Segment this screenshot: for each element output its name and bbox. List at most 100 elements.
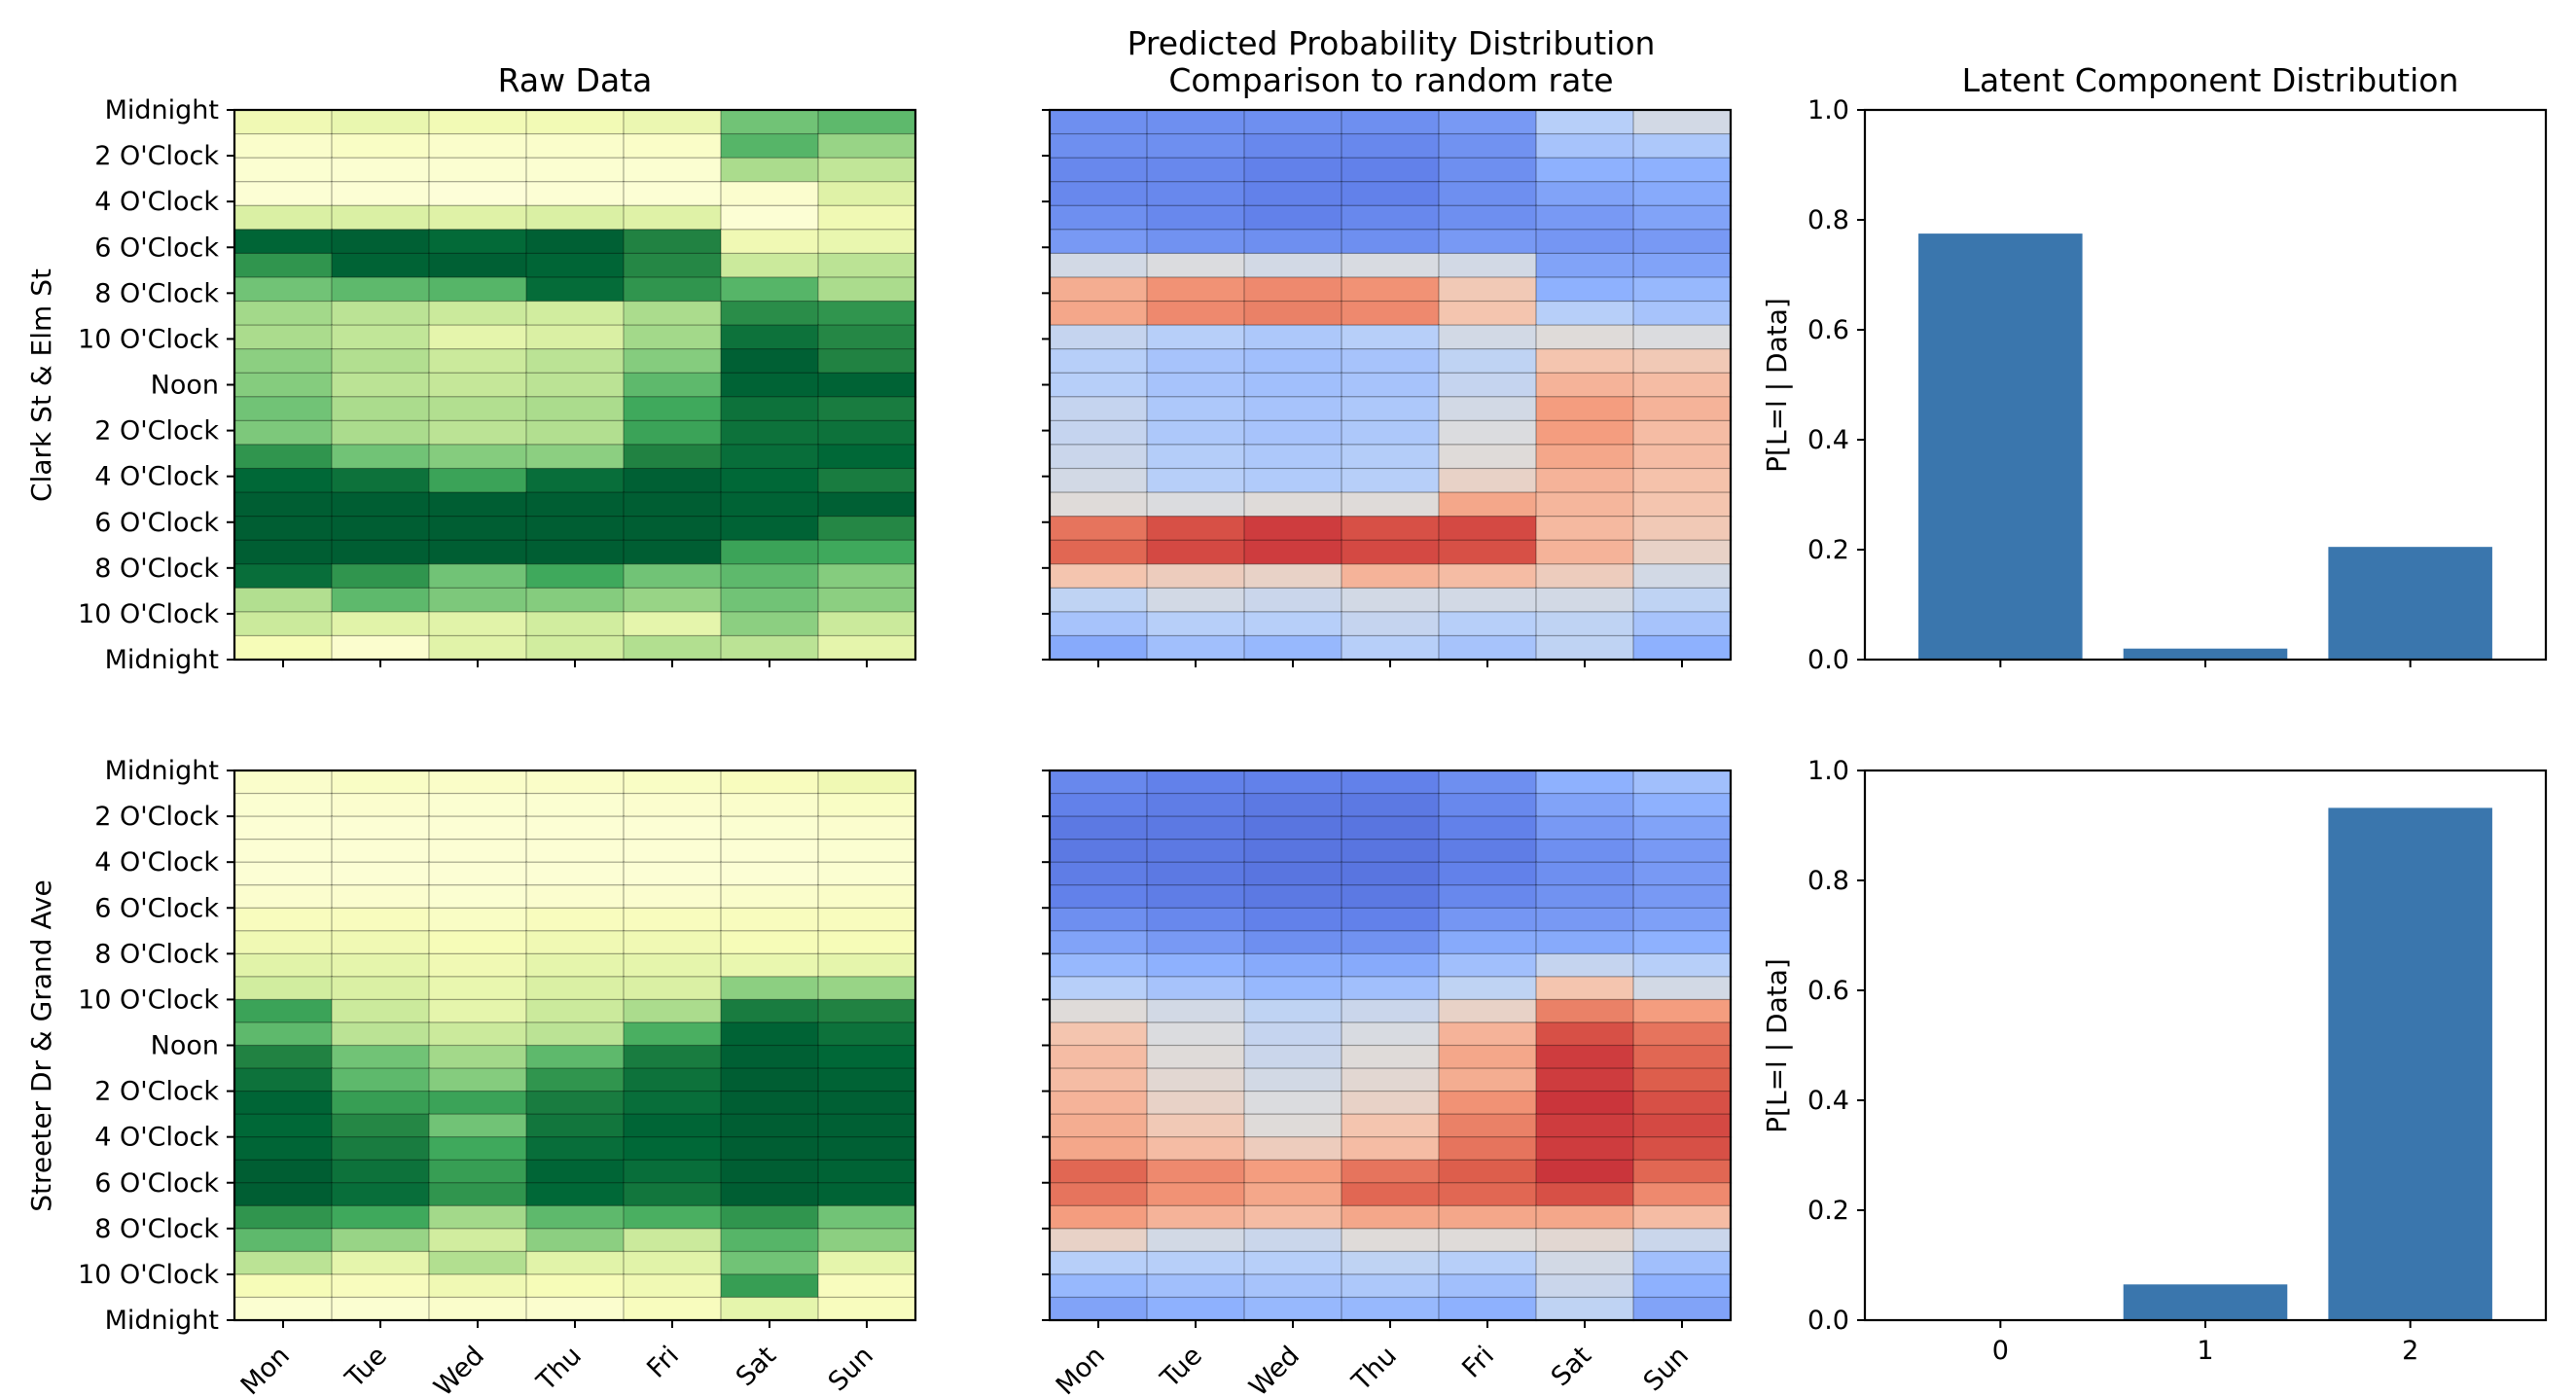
y-tick-label: 6 O'Clock — [94, 508, 219, 538]
heatmap-cell — [428, 998, 528, 1024]
heatmap-cell — [1049, 907, 1149, 932]
heatmap-cell — [1243, 300, 1343, 327]
x-tick-label: Tue — [1155, 1341, 1208, 1394]
heatmap-cell — [1632, 1159, 1733, 1184]
heatmap-cell — [428, 109, 528, 135]
heatmap-cell — [1535, 1273, 1635, 1299]
heatmap-cell — [1632, 109, 1733, 135]
heatmap-cell — [233, 348, 334, 375]
heatmap-cell — [1146, 419, 1246, 447]
heatmap-cell — [1535, 1090, 1635, 1116]
heatmap-cell — [233, 930, 334, 955]
heatmap-cell — [1341, 1067, 1441, 1093]
heatmap-cell — [525, 229, 626, 255]
heatmap-cell — [1438, 1250, 1538, 1276]
heatmap-cell — [525, 1090, 626, 1116]
heatmap-cell — [233, 634, 334, 662]
x-tick-label: Sat — [731, 1341, 782, 1392]
heatmap-cell — [525, 1296, 626, 1322]
heatmap-cell — [1243, 930, 1343, 955]
heatmap-cell — [623, 444, 723, 470]
heatmap-cell — [331, 1228, 431, 1253]
heatmap-cell — [428, 907, 528, 932]
heatmap-cell — [623, 516, 723, 542]
heatmap-cell — [1146, 252, 1246, 279]
heatmap-cell — [525, 252, 626, 279]
heatmap-cell — [525, 444, 626, 470]
heatmap-cell — [428, 229, 528, 255]
heatmap-cell — [623, 976, 723, 1001]
heatmap-cell — [331, 884, 431, 910]
heatmap-cell — [817, 396, 917, 422]
heatmap-cell — [428, 1273, 528, 1299]
heatmap-cell — [623, 252, 723, 279]
heatmap-cell — [817, 204, 917, 231]
heatmap-cell — [817, 276, 917, 303]
y-tick-label: 10 O'Clock — [78, 1260, 219, 1290]
heatmap-cell — [331, 109, 431, 135]
heatmap-cell — [1146, 300, 1246, 327]
heatmap-cell — [1341, 396, 1441, 422]
heatmap-cell — [623, 952, 723, 978]
heatmap-cell — [720, 1273, 820, 1299]
heatmap-cell — [623, 539, 723, 565]
y-tick-label: Midnight — [105, 756, 219, 786]
heatmap-cell — [428, 770, 528, 795]
heatmap-cell — [1146, 132, 1246, 160]
y-tick-label: 0.2 — [1807, 535, 1849, 565]
heatmap-cell — [1243, 815, 1343, 841]
raw-data-bottom-panel: Streeter Dr & Grand Ave Mon Tue Wed Thu Fri S… — [25, 756, 917, 1397]
heatmap-cell — [1341, 204, 1441, 231]
heatmap-cell — [1146, 1296, 1246, 1322]
heatmap-cell — [1341, 1250, 1441, 1276]
heatmap-cell — [331, 491, 431, 518]
heatmap-cell — [1243, 884, 1343, 910]
heatmap-cell — [1049, 952, 1149, 978]
heatmap-cell — [233, 324, 334, 350]
y-tick-label: 6 O'Clock — [94, 893, 219, 923]
heatmap-cell — [1632, 907, 1733, 932]
predicted-top-heatmap — [1042, 109, 1733, 667]
heatmap-cell — [1341, 1228, 1441, 1253]
heatmap-cell — [331, 1021, 431, 1047]
heatmap-cell — [1632, 276, 1733, 303]
x-tick-label: Wed — [428, 1341, 490, 1397]
y-tick-label: 8 O'Clock — [94, 554, 219, 584]
heatmap-cell — [1632, 157, 1733, 183]
heatmap-cell — [525, 181, 626, 207]
heatmap-cell — [1146, 815, 1246, 841]
heatmap-cell — [331, 276, 431, 303]
heatmap-cell — [1146, 109, 1246, 135]
heatmap-cell — [1049, 1182, 1149, 1207]
heatmap-cell — [1146, 181, 1246, 207]
heatmap-cell — [233, 1159, 334, 1184]
heatmap-cell — [1632, 1228, 1733, 1253]
heatmap-cell — [1438, 563, 1538, 590]
heatmap-cell — [1049, 839, 1149, 864]
heatmap-cell — [233, 839, 334, 864]
heatmap-cell — [331, 770, 431, 795]
heatmap-cell — [1243, 276, 1343, 303]
heatmap-cell — [817, 861, 917, 886]
heatmap-cell — [623, 930, 723, 955]
heatmap-cell — [428, 539, 528, 565]
heatmap-cell — [233, 132, 334, 160]
heatmap-cell — [1049, 516, 1149, 542]
y-tick-label: 10 O'Clock — [78, 324, 219, 354]
heatmap-cell — [1438, 1113, 1538, 1138]
heatmap-cell — [1243, 157, 1343, 183]
x-tick-label: Wed — [1243, 1341, 1306, 1397]
heatmap-cell — [1243, 372, 1343, 398]
heatmap-cell — [623, 109, 723, 135]
heatmap-cell — [1146, 276, 1246, 303]
heatmap-cell — [720, 276, 820, 303]
heatmap-cell — [331, 204, 431, 231]
heatmap-cell — [1243, 132, 1343, 160]
heatmap-cell — [1146, 157, 1246, 183]
heatmap-cell — [1632, 563, 1733, 590]
heatmap-cell — [331, 300, 431, 327]
heatmap-cell — [817, 770, 917, 795]
heatmap-cell — [525, 976, 626, 1001]
heatmap-cell — [1535, 467, 1635, 494]
